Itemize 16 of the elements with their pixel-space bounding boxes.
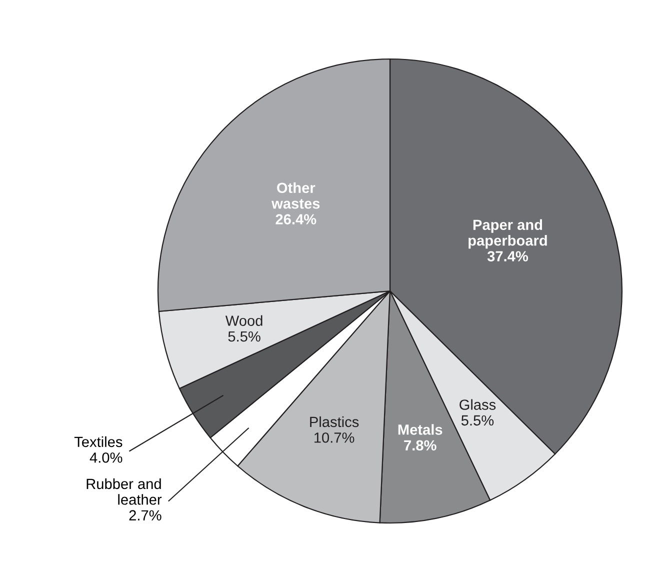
slice-label: Wood [225,315,262,326]
slice-label: Paper and paperboard [468,219,547,249]
data-label: 5.5% [461,415,494,426]
slice-label: Plastics [310,416,359,428]
data-label: 2.7% [129,510,162,520]
slice-label: Metals [398,424,442,435]
slice-label: Textiles [74,436,122,448]
slice-label: Other wastes [272,182,320,209]
data-label: 5.5% [228,331,260,342]
slice-label: Rubber and leather [86,478,162,505]
data-label: 4.0% [90,452,122,463]
data-label: 26.4% [276,214,316,224]
slice-label: Glass [460,399,496,410]
data-label: 7.8% [404,440,436,451]
data-label: 10.7% [314,432,354,443]
data-label: 37.4% [487,251,528,262]
